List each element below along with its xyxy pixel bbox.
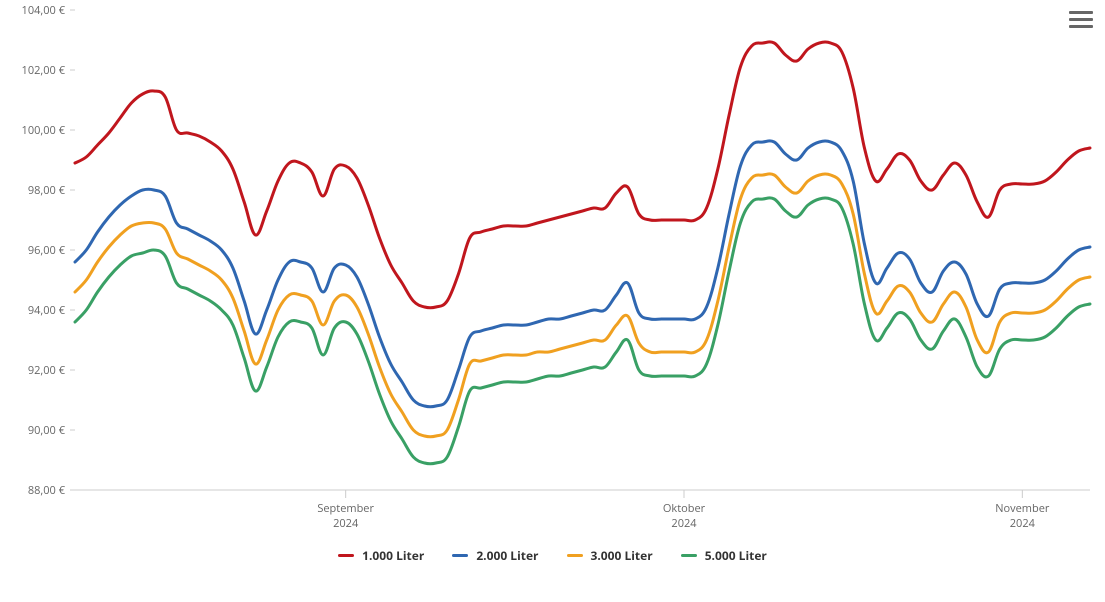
legend-label: 5.000 Liter <box>705 547 767 564</box>
legend-label: 1.000 Liter <box>362 547 424 564</box>
y-tick-label: 100,00 € <box>22 123 66 138</box>
y-tick-label: 92,00 € <box>28 363 66 378</box>
legend-label: 2.000 Liter <box>476 547 538 564</box>
legend-item-s3000[interactable]: 3.000 Liter <box>567 547 653 564</box>
series-line-s3000 <box>75 174 1090 437</box>
series-line-s1000 <box>75 42 1090 308</box>
legend-swatch <box>681 554 697 558</box>
x-tick-label-year: 2024 <box>333 516 359 531</box>
x-tick-label-month: September <box>317 501 374 516</box>
legend-swatch <box>567 554 583 558</box>
y-tick-label: 98,00 € <box>28 183 66 198</box>
y-tick-label: 88,00 € <box>28 483 66 498</box>
chart-legend: 1.000 Liter 2.000 Liter 3.000 Liter 5.000 L… <box>0 547 1105 564</box>
legend-swatch <box>452 554 468 558</box>
legend-label: 3.000 Liter <box>591 547 653 564</box>
y-tick-label: 102,00 € <box>22 63 66 78</box>
x-tick-label-year: 2024 <box>671 516 697 531</box>
legend-item-s5000[interactable]: 5.000 Liter <box>681 547 767 564</box>
price-chart: 88,00 € 90,00 € 92,00 € 94,00 € 96,00 € 98,00… <box>0 0 1105 602</box>
y-tick-label: 90,00 € <box>28 423 66 438</box>
legend-swatch <box>338 554 354 558</box>
x-tick-label-month: November <box>995 501 1050 516</box>
y-tick-label: 96,00 € <box>28 243 66 258</box>
x-tick-label-year: 2024 <box>1010 516 1036 531</box>
series-line-s2000 <box>75 141 1090 407</box>
series-line-s5000 <box>75 198 1090 464</box>
y-tick-label: 94,00 € <box>28 303 66 318</box>
x-tick-label-month: Oktober <box>663 501 706 516</box>
y-tick-label: 104,00 € <box>22 3 66 18</box>
legend-item-s2000[interactable]: 2.000 Liter <box>452 547 538 564</box>
legend-item-s1000[interactable]: 1.000 Liter <box>338 547 424 564</box>
chart-plot-area: 88,00 € 90,00 € 92,00 € 94,00 € 96,00 € 98,00… <box>0 0 1105 602</box>
chart-menu-button[interactable] <box>1069 8 1093 30</box>
